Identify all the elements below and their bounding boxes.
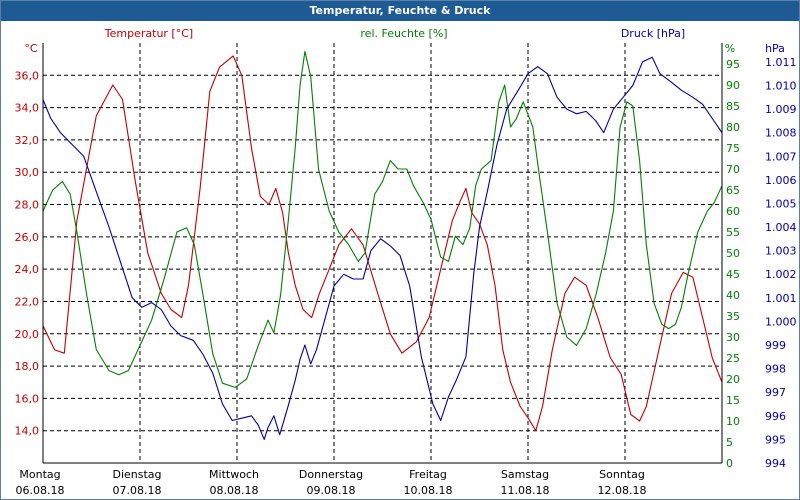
humidity-tick-label: 60	[726, 205, 740, 218]
pressure-unit-label: hPa	[765, 42, 785, 55]
temperature-tick-label: 32,0	[15, 134, 40, 147]
pressure-tick-label: 1.010	[765, 79, 797, 92]
x-day-label: Montag	[19, 468, 60, 481]
humidity-tick-label: 30	[726, 331, 740, 344]
temperature-tick-label: 24,0	[15, 263, 40, 276]
x-date-label: 10.08.18	[404, 484, 453, 497]
temperature-tick-label: 20,0	[15, 328, 40, 341]
x-date-label: 12.08.18	[598, 484, 647, 497]
humidity-tick-label: 95	[726, 58, 740, 71]
window-title: Temperatur, Feuchte & Druck	[1, 1, 799, 21]
humidity-line	[42, 50, 723, 388]
humidity-tick-label: 45	[726, 268, 740, 281]
temperature-tick-label: 14,0	[15, 425, 40, 438]
pressure-tick-label: 1.011	[765, 56, 797, 69]
x-date-label: 09.08.18	[307, 484, 356, 497]
pressure-tick-label: 994	[765, 457, 786, 470]
pressure-tick-label: 1.002	[765, 268, 797, 281]
pressure-tick-label: 1.004	[765, 221, 797, 234]
pressure-tick-label: 1.003	[765, 245, 797, 258]
pressure-tick-label: 998	[765, 363, 786, 376]
temperature-line	[42, 55, 723, 432]
humidity-tick-label: 10	[726, 415, 740, 428]
temperature-tick-label: 30,0	[15, 166, 40, 179]
temperature-unit-label: °C	[24, 42, 38, 55]
x-day-label: Donnerstag	[299, 468, 363, 481]
humidity-tick-label: 90	[726, 79, 740, 92]
humidity-tick-label: 15	[726, 394, 740, 407]
humidity-tick-label: 65	[726, 184, 740, 197]
humidity-tick-label: 35	[726, 310, 740, 323]
pressure-tick-label: 996	[765, 410, 786, 423]
humidity-tick-label: 5	[726, 436, 733, 449]
pressure-tick-label: 1.009	[765, 103, 797, 116]
temperature-tick-label: 18,0	[15, 360, 40, 373]
humidity-tick-label: 0	[726, 457, 733, 470]
pressure-axis-title: Druck [hPa]	[621, 27, 685, 40]
x-date-label: 06.08.18	[16, 484, 65, 497]
temperature-tick-label: 36,0	[15, 69, 40, 82]
temperature-tick-label: 16,0	[15, 392, 40, 405]
x-day-label: Sonntag	[599, 468, 645, 481]
humidity-axis-title: rel. Feuchte [%]	[360, 27, 447, 40]
x-day-label: Mittwoch	[209, 468, 259, 481]
pressure-tick-label: 999	[765, 339, 786, 352]
humidity-tick-label: 75	[726, 142, 740, 155]
temperature-tick-label: 22,0	[15, 295, 40, 308]
humidity-tick-label: 40	[726, 289, 740, 302]
pressure-tick-label: 997	[765, 386, 786, 399]
humidity-tick-label: 25	[726, 352, 740, 365]
humidity-tick-label: 70	[726, 163, 740, 176]
x-date-label: 08.08.18	[210, 484, 259, 497]
temperature-tick-label: 28,0	[15, 199, 40, 212]
x-day-label: Dienstag	[112, 468, 161, 481]
pressure-tick-label: 1.001	[765, 292, 797, 305]
pressure-tick-label: 1.000	[765, 315, 797, 328]
humidity-tick-label: 55	[726, 226, 740, 239]
x-date-label: 07.08.18	[113, 484, 162, 497]
pressure-tick-label: 1.006	[765, 174, 797, 187]
chart-canvas: 14,0 16,0 18,0 20,0 22,0 24,0 26,0 28,0 30,0 32,0…	[15, 27, 797, 497]
x-day-label: Freitag	[409, 468, 447, 481]
humidity-unit-label: %	[725, 42, 735, 55]
humidity-tick-label: 85	[726, 100, 740, 113]
x-day-label: Samstag	[501, 468, 549, 481]
temperature-tick-label: 26,0	[15, 231, 40, 244]
pressure-line	[42, 56, 723, 440]
temperature-tick-label: 34,0	[15, 102, 40, 115]
humidity-tick-label: 20	[726, 373, 740, 386]
pressure-tick-label: 995	[765, 433, 786, 446]
x-date-label: 11.08.18	[501, 484, 550, 497]
temperature-axis-title: Temperatur [°C]	[104, 27, 193, 40]
humidity-tick-label: 50	[726, 247, 740, 260]
humidity-tick-label: 80	[726, 121, 740, 134]
pressure-tick-label: 1.007	[765, 150, 797, 163]
pressure-tick-label: 1.008	[765, 127, 797, 140]
pressure-tick-label: 1.005	[765, 197, 797, 210]
